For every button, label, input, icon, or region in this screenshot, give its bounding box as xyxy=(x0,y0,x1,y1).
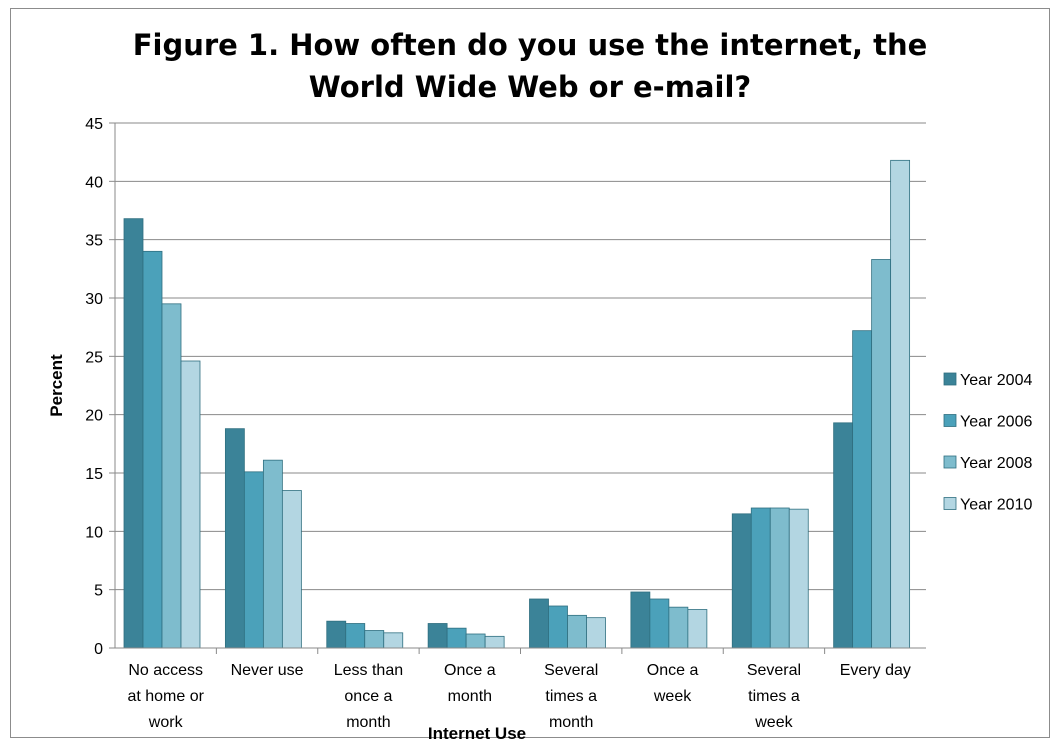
legend-label: Year 2010 xyxy=(960,497,1032,514)
y-tick-label: 20 xyxy=(85,408,103,425)
x-tick-label: Once a month xyxy=(444,662,496,705)
y-tick-label: 40 xyxy=(85,174,103,191)
x-tick-label: Several times a month xyxy=(544,662,598,731)
bar xyxy=(871,259,892,649)
x-tick-label: Several times a week xyxy=(747,662,801,731)
x-tick-label: No access at home or work xyxy=(127,662,204,731)
y-tick-label: 35 xyxy=(85,233,103,250)
bar xyxy=(586,617,606,649)
x-axis-title: Internet Use xyxy=(428,724,526,743)
bar xyxy=(281,490,302,649)
bar xyxy=(364,630,385,649)
bar xyxy=(769,507,790,649)
bar xyxy=(465,633,486,649)
bar xyxy=(345,623,366,649)
bar xyxy=(262,459,283,649)
bar xyxy=(649,598,670,649)
bar xyxy=(224,428,245,649)
bar xyxy=(750,507,771,649)
y-tick-label: 10 xyxy=(85,524,103,541)
x-tick-label: Once a week xyxy=(647,662,699,705)
bar xyxy=(161,303,182,649)
bar xyxy=(484,635,505,649)
bar xyxy=(326,620,347,649)
x-tick-label: Never use xyxy=(231,662,304,679)
bar xyxy=(630,591,651,649)
x-tick-label: Less than once a month xyxy=(334,662,403,731)
bar xyxy=(123,218,144,649)
legend-label: Year 2008 xyxy=(960,455,1032,472)
bar xyxy=(788,508,809,649)
chart-title-line-1: Figure 1. How often do you use the inter… xyxy=(132,28,928,62)
chart-title-line-2: World Wide Web or e-mail? xyxy=(308,70,752,104)
bar xyxy=(243,471,264,649)
y-tick-label: 15 xyxy=(85,466,103,483)
bar xyxy=(548,605,568,649)
chart-title: Figure 1. How often do you use the inter… xyxy=(0,24,1060,108)
legend-swatch xyxy=(943,372,957,386)
legend-swatch xyxy=(943,414,957,427)
bar xyxy=(567,614,587,649)
y-tick-label: 30 xyxy=(85,291,103,308)
bar xyxy=(852,330,873,649)
bar xyxy=(890,159,911,649)
y-axis-title: Percent xyxy=(47,354,66,417)
y-tick-label: 5 xyxy=(94,583,103,600)
bar xyxy=(668,606,689,649)
bar xyxy=(142,250,163,649)
bar xyxy=(731,513,752,649)
legend-label: Year 2004 xyxy=(960,372,1032,389)
y-tick-label: 25 xyxy=(85,349,103,366)
bar xyxy=(687,609,708,649)
y-tick-label: 45 xyxy=(85,116,103,133)
bar xyxy=(427,623,448,649)
bar xyxy=(180,360,201,649)
bar xyxy=(446,627,467,649)
bar xyxy=(833,422,854,649)
legend-label: Year 2006 xyxy=(960,414,1032,431)
bar xyxy=(529,598,549,649)
x-tick-label: Every day xyxy=(840,662,911,679)
bar xyxy=(383,632,404,649)
legend-swatch xyxy=(943,497,957,510)
y-tick-label: 0 xyxy=(94,641,103,658)
legend-swatch xyxy=(943,455,957,469)
